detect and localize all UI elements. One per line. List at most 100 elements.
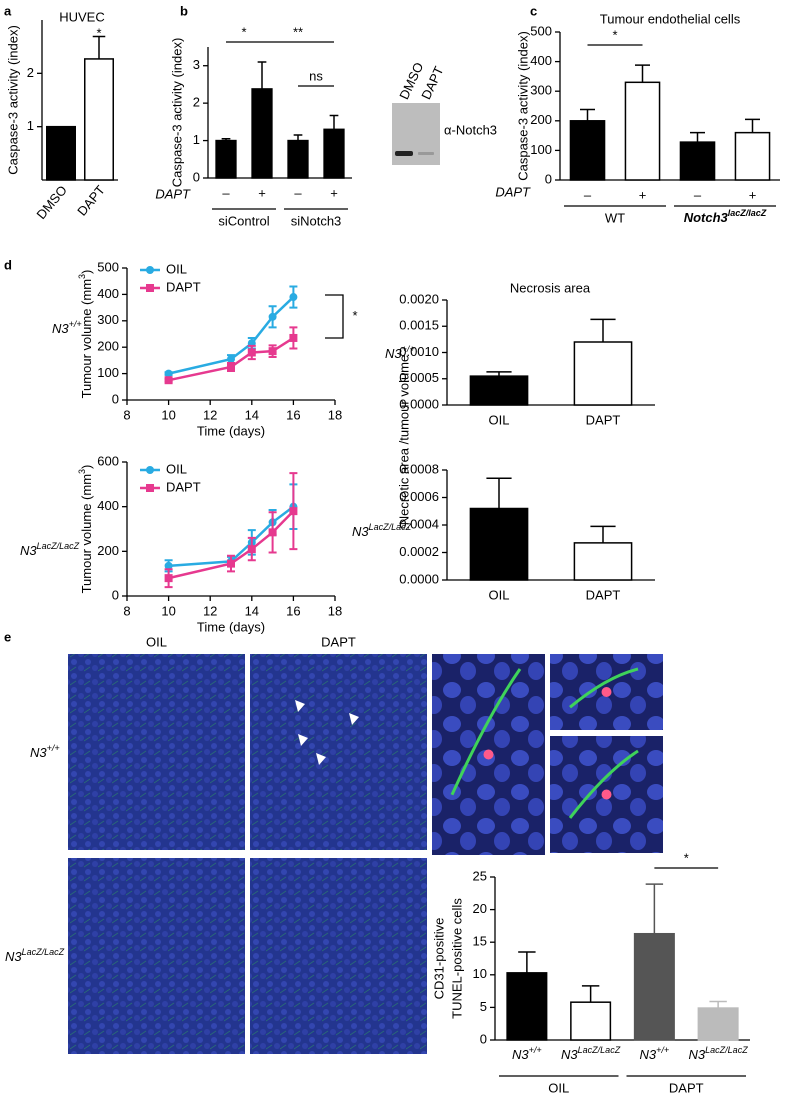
legend-label: OIL — [166, 461, 187, 476]
y-tick-label: 400 — [97, 498, 119, 513]
row-label: DAPT — [495, 184, 531, 199]
x-tick-label: + — [330, 185, 338, 200]
bar — [46, 125, 76, 181]
x-tick-label: N3LacZ/LacZ — [689, 1045, 749, 1062]
x-axis-label: Time (days) — [197, 619, 265, 634]
bar — [251, 88, 273, 179]
bar — [734, 131, 771, 181]
significance-label: * — [352, 308, 357, 323]
micrograph — [68, 654, 245, 850]
group-label: siControl — [218, 213, 269, 228]
error-bar — [744, 118, 761, 133]
y-tick-label: 0.0005 — [399, 370, 439, 385]
group-label: Notch3lacZ/lacZ — [684, 208, 767, 225]
superscript: LacZ/LacZ — [578, 1045, 621, 1055]
bar — [697, 1007, 739, 1041]
marker — [247, 348, 256, 357]
text-part: N3 — [352, 524, 369, 539]
text-part: N3 — [30, 745, 47, 760]
marker — [289, 293, 298, 302]
superscript: LacZ/LacZ — [22, 947, 65, 957]
superscript: LacZ/LacZ — [705, 1045, 748, 1055]
micrograph — [68, 858, 245, 1054]
y-tick-label: 0.0010 — [399, 344, 439, 359]
y-tick-label: 100 — [97, 365, 119, 380]
x-tick-label: 18 — [328, 407, 342, 422]
group-label: WT — [605, 210, 625, 225]
y-tick-label: 2 — [27, 65, 34, 80]
y-tick-label: 500 — [97, 259, 119, 274]
y-tick-label: 2 — [193, 95, 200, 110]
arrowhead — [316, 753, 326, 765]
superscript: 3 — [77, 469, 87, 474]
row-label: N3+/+ — [52, 319, 82, 336]
error-bar — [518, 951, 536, 973]
error-bar — [709, 1000, 727, 1009]
significance-label: * — [96, 25, 101, 40]
panel-letter: e — [4, 629, 11, 644]
text-part: Tumour volume (mm — [79, 279, 94, 398]
blot-band — [395, 151, 413, 156]
y-axis-label: CD31-positive — [431, 918, 446, 1000]
bar — [469, 375, 529, 406]
x-tick-label: N3+/+ — [640, 1045, 670, 1062]
y-tick-label: 20 — [473, 901, 487, 916]
y-tick-label: 0 — [112, 391, 119, 406]
legend-marker — [146, 484, 154, 492]
vessel — [569, 667, 639, 709]
marker — [289, 507, 298, 516]
panel-letter: b — [180, 3, 188, 18]
y-axis-label: Necrotic area /tumour volume — [396, 355, 411, 526]
micrograph — [250, 858, 427, 1054]
group-label: DAPT — [669, 1080, 704, 1093]
significance-label: ** — [293, 24, 303, 39]
blot-label: α-Notch3 — [444, 122, 497, 137]
tunel-signal — [601, 687, 612, 697]
vessel — [568, 749, 639, 819]
y-tick-label: 5 — [480, 999, 487, 1014]
legend-marker — [146, 284, 154, 292]
x-tick-label: N3+/+ — [512, 1045, 542, 1062]
superscript: lacZ/lacZ — [728, 208, 767, 218]
x-tick-label: 14 — [245, 407, 259, 422]
chart-title: Necrosis area — [510, 280, 591, 295]
y-axis-label: Tumour volume (mm3) — [77, 270, 94, 399]
error-bar — [257, 61, 267, 89]
marker — [268, 347, 277, 356]
arrowhead — [298, 734, 308, 746]
y-tick-label: 0 — [480, 1031, 487, 1046]
column-label: OIL — [146, 634, 167, 649]
y-tick-label: 300 — [530, 83, 552, 98]
error-bar — [221, 137, 231, 141]
y-tick-label: 300 — [97, 312, 119, 327]
legend-label: DAPT — [166, 279, 201, 294]
marker — [164, 369, 173, 378]
bar — [506, 972, 548, 1041]
bar — [215, 139, 237, 179]
bar — [469, 507, 529, 581]
text-part: ) — [79, 465, 94, 469]
text-part: Tumour volume (mm — [79, 474, 94, 593]
x-tick-label: – — [222, 185, 230, 200]
x-tick-label: 12 — [203, 407, 217, 422]
text-part: N3 — [385, 346, 402, 361]
micrograph — [250, 654, 427, 850]
marker — [268, 528, 277, 537]
superscript: LacZ/LacZ — [37, 541, 80, 551]
y-tick-label: 10 — [473, 966, 487, 981]
y-tick-label: 500 — [530, 23, 552, 38]
y-tick-label: 25 — [473, 868, 487, 883]
bar — [679, 141, 716, 181]
y-axis-label: Tumour volume (mm3) — [77, 465, 94, 594]
tunel-signal — [601, 789, 612, 800]
error-bar — [579, 108, 596, 121]
x-tick-label: N3LacZ/LacZ — [561, 1045, 621, 1062]
significance-label: ns — [309, 68, 323, 83]
error-bar — [486, 477, 512, 509]
panel-letter: c — [530, 3, 537, 18]
bar — [573, 542, 633, 581]
y-tick-label: 0 — [112, 587, 119, 602]
x-tick-label: – — [294, 185, 302, 200]
y-tick-label: 200 — [530, 112, 552, 127]
